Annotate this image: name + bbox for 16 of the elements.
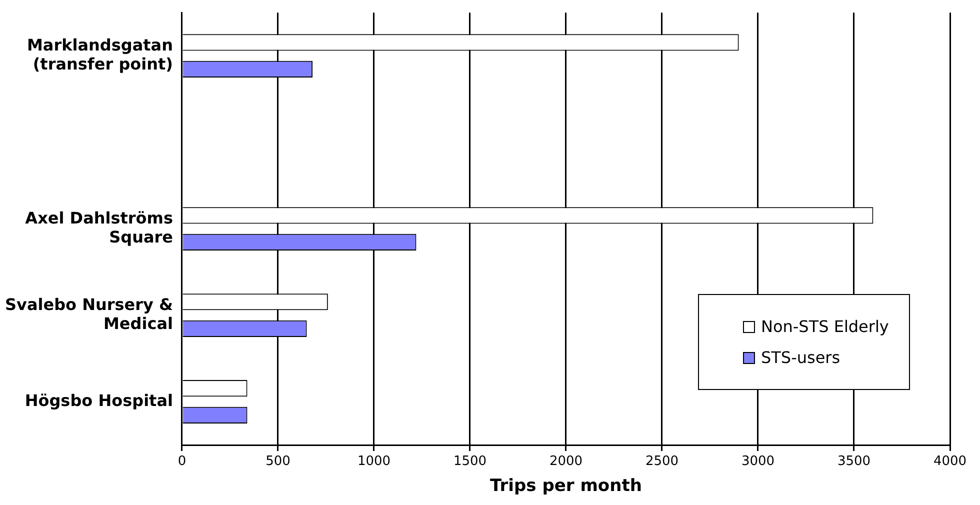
x-tick-label: 3000 <box>741 454 775 470</box>
x-tick-label: 1500 <box>453 454 487 470</box>
x-tick-label: 0 <box>178 454 186 470</box>
legend-label: STS-users <box>761 348 840 367</box>
legend-box: Non-STS Elderly STS-users <box>698 294 910 390</box>
x-tick-label: 4000 <box>933 454 967 470</box>
y-tick-label: Marklandsgatan (transfer point) <box>27 35 173 74</box>
y-tick-label: Axel Dahlströms Square <box>25 208 174 247</box>
x-tick-label: 3500 <box>837 454 871 470</box>
x-tick-label: 2500 <box>645 454 679 470</box>
x-tick-label: 2000 <box>549 454 583 470</box>
x-tick-label: 500 <box>266 454 290 470</box>
y-tick-label: Högsbo Hospital <box>24 390 173 410</box>
x-tick-label: 1000 <box>357 454 391 470</box>
y-tick-label: Svalebo Nursery & Medical <box>4 294 174 334</box>
x-axis-title: Trips per month <box>490 476 642 496</box>
